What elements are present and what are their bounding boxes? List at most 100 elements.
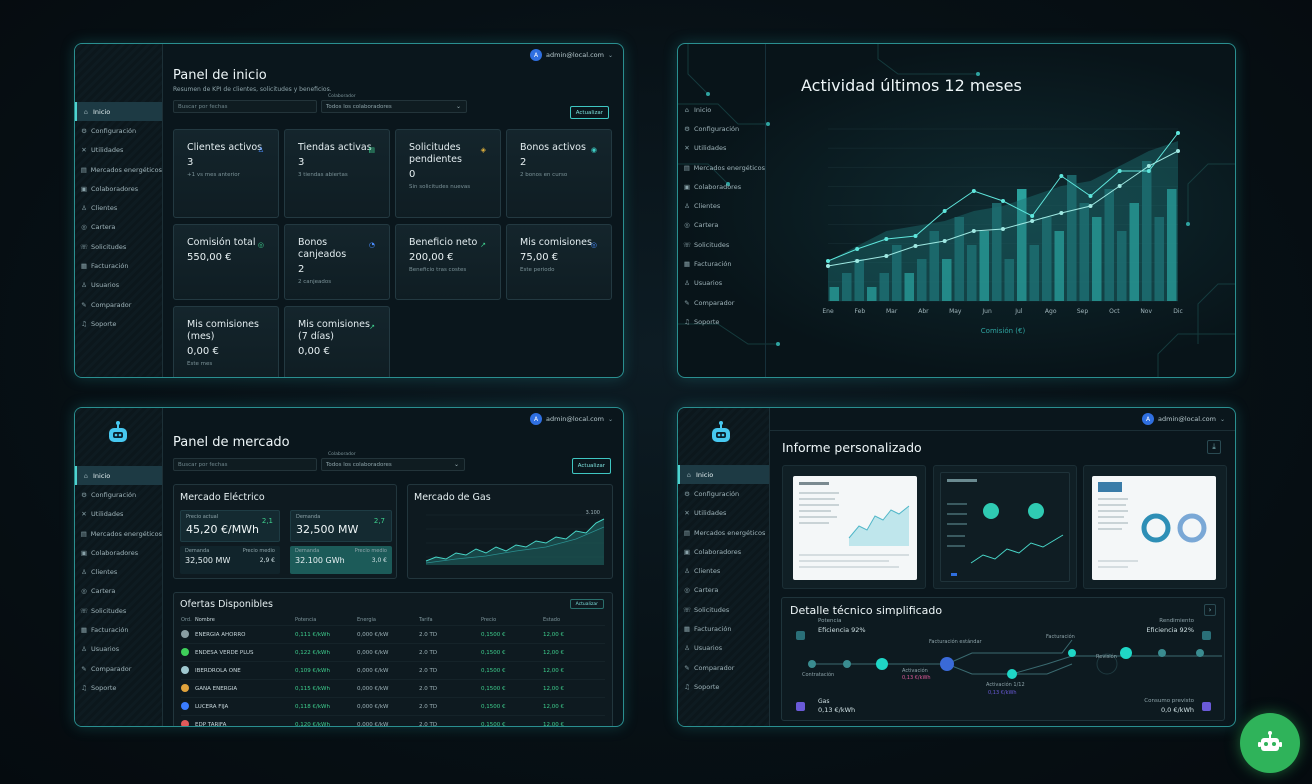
offer-cell: 0,115 €/kWh — [295, 685, 330, 692]
sidebar-item-usuarios[interactable]: ♙ Usuarios — [75, 640, 162, 659]
sidebar-item-cartera[interactable]: ◎ Cartera — [678, 581, 769, 600]
kpi-card[interactable]: Solicitudes pendientes 0 Sin solicitudes n… — [395, 129, 501, 218]
report-preview-2[interactable] — [933, 465, 1077, 589]
sidebar-item-mercados-energ-ticos[interactable]: ▤ Mercados energéticos — [75, 160, 162, 179]
sidebar-item-mercados-energ-ticos[interactable]: ▤ Mercados energéticos — [678, 523, 769, 542]
column-header: Nombre — [195, 616, 215, 623]
sidebar-item-inicio[interactable]: ⌂ Inicio — [678, 465, 769, 485]
update-button[interactable]: Actualizar — [571, 458, 611, 474]
sidebar-item-label: Soporte — [91, 319, 117, 328]
kpi-card[interactable]: Comisión total 550,00 € ◎ — [173, 224, 279, 300]
sidebar-item-comparador[interactable]: ✎ Comparador — [678, 293, 765, 312]
sidebar-item-colaboradores[interactable]: ▣ Colaboradores — [678, 542, 769, 561]
sidebar-item-label: Colaboradores — [91, 548, 139, 557]
search-input[interactable]: Buscar por fechas — [173, 458, 317, 471]
sidebar-item-facturaci-n[interactable]: ▦ Facturación — [75, 620, 162, 639]
sidebar-item-utilidades[interactable]: ✕ Utilidades — [75, 505, 162, 524]
report-preview-1[interactable] — [782, 465, 926, 589]
sidebar-item-colaboradores[interactable]: ▣ Colaboradores — [75, 543, 162, 562]
sidebar-item-inicio[interactable]: ⌂ Inicio — [75, 466, 162, 486]
sidebar-item-configuraci-n[interactable]: ⚙ Configuración — [75, 121, 162, 140]
kpi-card[interactable]: Mis comisiones (7 días) 0,00 € ↗ — [284, 306, 390, 377]
table-row[interactable]: EDP TARIFA 0,120 €/kWh 0,000 €/kW 2.0 TD 0,1… — [181, 716, 605, 726]
chart-bar — [892, 245, 902, 301]
kpi-card[interactable]: Tiendas activas 3 3 tiendas abiertas ▤ — [284, 129, 390, 218]
user-menu[interactable]: A admin@local.com ⌄ — [530, 412, 613, 426]
sidebar-item-usuarios[interactable]: ♙ Usuarios — [75, 276, 162, 295]
sidebar-item-comparador[interactable]: ✎ Comparador — [678, 658, 769, 677]
sidebar-item-usuarios[interactable]: ♙ Usuarios — [678, 274, 765, 293]
sidebar-item-facturaci-n[interactable]: ▦ Facturación — [678, 254, 765, 273]
sidebar: ⌂ Inicio ⚙ Configuración ✕ Utilidades ▤ Mercado… — [75, 408, 163, 726]
sidebar-item-configuraci-n[interactable]: ⚙ Configuración — [75, 485, 162, 504]
sidebar-item-label: Configuración — [91, 490, 137, 499]
nav-icon: ▣ — [683, 547, 691, 556]
chatbot-button[interactable] — [1240, 713, 1300, 773]
sidebar-item-label: Soporte — [694, 317, 720, 326]
table-row[interactable]: ENDESA VERDE PLUS 0,122 €/kWh 0,000 €/kW 2.… — [181, 644, 605, 662]
sidebar-item-facturaci-n[interactable]: ▦ Facturación — [75, 256, 162, 275]
sidebar-item-soporte[interactable]: ♫ Soporte — [678, 312, 765, 331]
sidebar-item-configuraci-n[interactable]: ⚙ Configuración — [678, 484, 769, 503]
sidebar-item-soporte[interactable]: ♫ Soporte — [75, 314, 162, 333]
sidebar-item-mercados-energ-ticos[interactable]: ▤ Mercados energéticos — [75, 524, 162, 543]
sidebar-item-solicitudes[interactable]: ☏ Solicitudes — [678, 235, 765, 254]
sidebar-item-comparador[interactable]: ✎ Comparador — [75, 659, 162, 678]
collaborator-select[interactable]: Colaborador Todos los colaboradores ⌄ — [321, 94, 467, 113]
collaborator-select[interactable]: Colaborador Todos los colaboradores ⌄ — [321, 452, 465, 471]
sidebar-item-facturaci-n[interactable]: ▦ Facturación — [678, 619, 769, 638]
table-row[interactable]: ENERGIA AHORRO 0,111 €/kWh 0,000 €/kW 2.0 T… — [181, 626, 605, 644]
sidebar-item-utilidades[interactable]: ✕ Utilidades — [678, 504, 769, 523]
kpi-card[interactable]: Mis comisiones 75,00 € Este periodo ◎ — [506, 224, 612, 300]
sidebar-item-colaboradores[interactable]: ▣ Colaboradores — [678, 177, 765, 196]
user-menu[interactable]: A admin@local.com ⌄ — [530, 48, 613, 62]
subtile-right-value: 2,9 € — [259, 557, 275, 564]
kpi-card[interactable]: Clientes activos 3 +1 vs mes anterior ♙ — [173, 129, 279, 218]
kpi-card[interactable]: Bonos activos 2 2 bonos en curso ◉ — [506, 129, 612, 218]
offers-update-button[interactable]: Actualizar — [569, 599, 604, 609]
table-row[interactable]: IBERDROLA ONE 0,109 €/kWh 0,000 €/kW 2.0 TD… — [181, 662, 605, 680]
sidebar-item-colaboradores[interactable]: ▣ Colaboradores — [75, 179, 162, 198]
offer-cell: 2.0 TD — [419, 649, 438, 656]
sidebar-item-label: Comparador — [91, 300, 132, 309]
search-input[interactable]: Buscar por fechas — [173, 100, 317, 113]
kpi-card[interactable]: Beneficio neto 200,00 € Beneficio tras cos… — [395, 224, 501, 300]
sidebar-item-cartera[interactable]: ◎ Cartera — [75, 582, 162, 601]
sidebar-item-solicitudes[interactable]: ☏ Solicitudes — [678, 600, 769, 619]
sidebar-item-usuarios[interactable]: ♙ Usuarios — [678, 639, 769, 658]
table-row[interactable]: GANA ENERGIA 0,115 €/kWh 0,000 €/kW 2.0 TD 0… — [181, 680, 605, 698]
user-menu[interactable]: A admin@local.com ⌄ — [1142, 412, 1225, 426]
sidebar-item-comparador[interactable]: ✎ Comparador — [75, 295, 162, 314]
chevron-right-icon[interactable]: › — [1204, 604, 1216, 616]
sidebar-item-clientes[interactable]: ♙ Clientes — [75, 198, 162, 217]
kpi-card[interactable]: Bonos canjeados 2 2 canjeados ◔ — [284, 224, 390, 300]
sidebar-item-clientes[interactable]: ♙ Clientes — [678, 196, 765, 215]
report-preview-3[interactable] — [1083, 465, 1227, 589]
sidebar-item-mercados-energ-ticos[interactable]: ▤ Mercados energéticos — [678, 158, 765, 177]
robot-logo-icon — [712, 421, 730, 442]
sidebar-item-solicitudes[interactable]: ☏ Solicitudes — [75, 237, 162, 256]
sidebar-item-utilidades[interactable]: ✕ Utilidades — [678, 139, 765, 158]
sidebar-item-configuraci-n[interactable]: ⚙ Configuración — [678, 119, 765, 138]
kpi-card[interactable]: Mis comisiones (mes) 0,00 € Este mes — [173, 306, 279, 377]
chart-point — [1088, 194, 1093, 198]
x-tick-label: Jun — [981, 308, 992, 315]
chart-bar — [879, 273, 889, 301]
update-button[interactable]: Actualizar — [569, 106, 609, 119]
sidebar-item-solicitudes[interactable]: ☏ Solicitudes — [75, 601, 162, 620]
sidebar-item-soporte[interactable]: ♫ Soporte — [75, 678, 162, 697]
nav-icon: ▣ — [80, 548, 88, 557]
sidebar-item-label: Colaboradores — [91, 184, 139, 193]
sidebar-item-utilidades[interactable]: ✕ Utilidades — [75, 141, 162, 160]
tl-label: Revisión — [1096, 654, 1117, 660]
sidebar-item-cartera[interactable]: ◎ Cartera — [75, 218, 162, 237]
sidebar-item-inicio[interactable]: ⌂ Inicio — [678, 100, 765, 119]
sidebar-item-soporte[interactable]: ♫ Soporte — [678, 677, 769, 696]
sidebar-item-clientes[interactable]: ♙ Clientes — [678, 561, 769, 580]
sidebar-item-label: Utilidades — [91, 510, 124, 519]
sidebar-item-clientes[interactable]: ♙ Clientes — [75, 562, 162, 581]
download-icon[interactable]: ⤓ — [1207, 440, 1221, 454]
sidebar-item-cartera[interactable]: ◎ Cartera — [678, 216, 765, 235]
sidebar-item-inicio[interactable]: ⌂ Inicio — [75, 102, 162, 122]
table-row[interactable]: LUCERA FIJA 0,118 €/kWh 0,000 €/kW 2.0 TD 0,… — [181, 698, 605, 716]
